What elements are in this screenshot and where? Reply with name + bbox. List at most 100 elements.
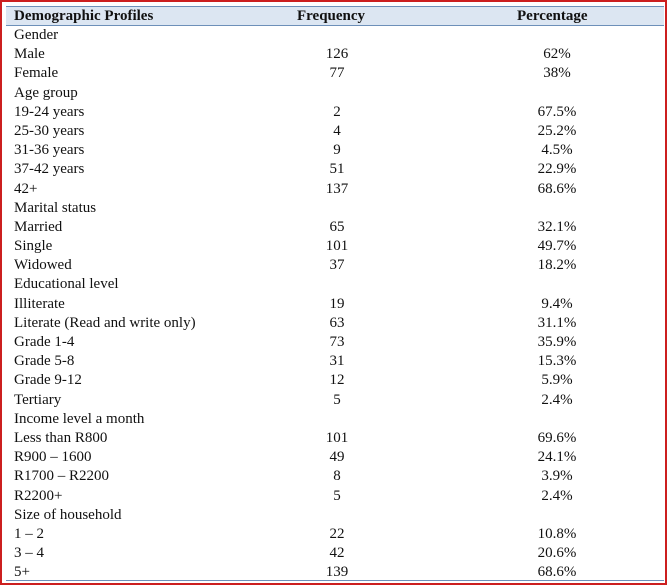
table-row: Grade 5-8 31 15.3%	[6, 352, 664, 371]
table-row: Grade 1-4 73 35.9%	[6, 333, 664, 352]
row-label: 5+	[14, 564, 30, 581]
row-percentage: 3.9%	[541, 468, 573, 485]
row-frequency: 42	[329, 545, 345, 562]
row-label: 1 – 2	[14, 525, 44, 542]
row-percentage: 24.1%	[537, 449, 577, 466]
row-label: Widowed	[14, 257, 72, 274]
table-row: Married 65 32.1%	[6, 218, 664, 237]
table-row: Male 126 62%	[6, 45, 664, 64]
row-frequency: 63	[329, 314, 345, 331]
table-bottom-rule	[6, 580, 664, 581]
row-percentage: 35.9%	[537, 334, 577, 350]
table-row: 19-24 years 2 67.5%	[6, 103, 664, 122]
table-row: 37-42 years 51 22.9%	[6, 160, 664, 179]
row-label: Illiterate	[14, 295, 65, 312]
row-percentage: 31.1%	[537, 314, 577, 331]
row-percentage: 67.5%	[537, 103, 577, 120]
table-row: Size of household	[6, 506, 664, 525]
row-label: Grade 5-8	[14, 353, 75, 370]
row-percentage: 49.7%	[537, 238, 577, 255]
row-label: Educational level	[14, 276, 119, 293]
row-frequency: 12	[329, 372, 345, 389]
row-frequency: 2	[333, 103, 341, 120]
row-frequency: 22	[329, 525, 345, 542]
row-label: R2200+	[14, 487, 63, 504]
row-percentage: 25.2%	[537, 122, 577, 139]
row-label: Grade 1-4	[14, 334, 75, 350]
row-percentage: 9.4%	[541, 295, 573, 312]
row-frequency: 101	[325, 238, 349, 255]
table-row: Single 101 49.7%	[6, 237, 664, 256]
row-percentage: 5.9%	[541, 372, 573, 389]
row-frequency: 49	[329, 449, 345, 466]
row-frequency: 5	[333, 487, 341, 504]
table-body: Gender Male 126 62% Female 77 38% Age group …	[6, 26, 664, 582]
row-percentage: 68.6%	[537, 180, 577, 197]
table-row: R2200+ 5 2.4%	[6, 487, 664, 506]
table-row: Gender	[6, 26, 664, 45]
row-frequency: 137	[325, 180, 349, 197]
table-row: Educational level	[6, 275, 664, 294]
row-frequency: 9	[333, 142, 341, 159]
row-percentage: 4.5%	[541, 142, 573, 159]
row-frequency: 5	[333, 391, 341, 408]
row-percentage: 38%	[543, 65, 571, 82]
row-label: Single	[14, 238, 53, 255]
table-row: R1700 – R2200 8 3.9%	[6, 467, 664, 486]
row-label: Female	[14, 65, 59, 82]
row-frequency: 37	[329, 257, 345, 274]
row-label: 3 – 4	[14, 545, 44, 562]
row-label: Marital status	[14, 199, 97, 216]
row-frequency: 73	[329, 334, 345, 350]
row-frequency: 101	[325, 429, 349, 446]
row-label: Less than R800	[14, 429, 108, 446]
table-row: 3 – 4 42 20.6%	[6, 544, 664, 563]
header-percentage: Percentage	[517, 8, 588, 24]
row-label: Gender	[14, 27, 59, 43]
row-label: Income level a month	[14, 410, 145, 427]
table-row: Female 77 38%	[6, 64, 664, 83]
row-frequency: 126	[325, 46, 349, 63]
row-percentage: 18.2%	[537, 257, 577, 274]
table-row: R900 – 1600 49 24.1%	[6, 448, 664, 467]
row-label: Size of household	[14, 506, 122, 523]
row-label: Male	[14, 46, 45, 63]
row-frequency: 4	[333, 122, 341, 139]
row-percentage: 22.9%	[537, 161, 577, 178]
row-label: 25-30 years	[14, 122, 85, 139]
table-row: 5+ 139 68.6%	[6, 563, 664, 582]
row-frequency: 51	[329, 161, 345, 178]
table-row: 25-30 years 4 25.2%	[6, 122, 664, 141]
row-frequency: 19	[329, 295, 345, 312]
table-row: Illiterate 19 9.4%	[6, 295, 664, 314]
row-label: R1700 – R2200	[14, 468, 110, 485]
table-header: Demographic Profiles Frequency Percentag…	[6, 6, 664, 26]
row-percentage: 2.4%	[541, 391, 573, 408]
row-label: 19-24 years	[14, 103, 85, 120]
table-row: Tertiary 5 2.4%	[6, 391, 664, 410]
row-label: Tertiary	[14, 391, 62, 408]
table-row: Literate (Read and write only) 63 31.1%	[6, 314, 664, 333]
row-label: Literate (Read and write only)	[14, 314, 196, 331]
row-label: Age group	[14, 84, 78, 101]
table-row: 31-36 years 9 4.5%	[6, 141, 664, 160]
row-label: R900 – 1600	[14, 449, 92, 466]
table-row: Widowed 37 18.2%	[6, 256, 664, 275]
row-frequency: 65	[329, 218, 345, 235]
row-label: 42+	[14, 180, 38, 197]
table-row: 1 – 2 22 10.8%	[6, 525, 664, 544]
table-row: Income level a month	[6, 410, 664, 429]
row-percentage: 68.6%	[537, 564, 577, 581]
table-row: Age group	[6, 84, 664, 103]
row-percentage: 32.1%	[537, 218, 577, 235]
row-label: 37-42 years	[14, 161, 85, 178]
row-label: 31-36 years	[14, 142, 85, 159]
row-percentage: 2.4%	[541, 487, 573, 504]
table-row: Grade 9-12 12 5.9%	[6, 371, 664, 390]
row-percentage: 69.6%	[537, 429, 577, 446]
header-demographic-profiles: Demographic Profiles	[14, 8, 154, 24]
row-frequency: 31	[329, 353, 345, 370]
row-label: Grade 9-12	[14, 372, 82, 389]
row-percentage: 10.8%	[537, 525, 577, 542]
